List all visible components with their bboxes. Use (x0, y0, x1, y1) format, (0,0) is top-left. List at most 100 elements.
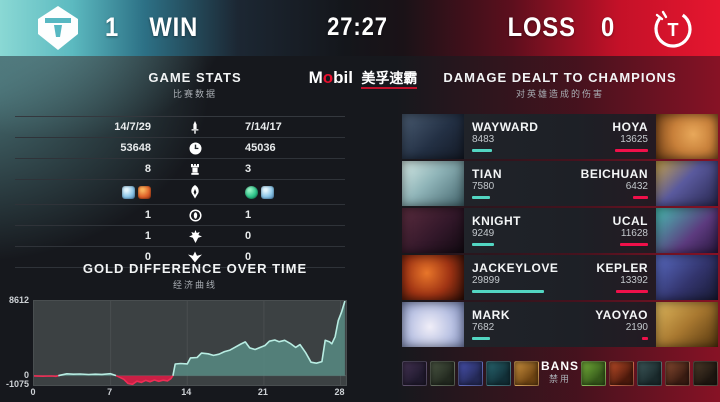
damage-value: 9249 (472, 228, 495, 239)
cloud-dragon-icon (122, 185, 135, 199)
x-axis-tick: 21 (257, 387, 268, 397)
player-name: MARK (472, 308, 510, 322)
champion-portrait (656, 161, 718, 206)
left-turrets: 8 (144, 163, 151, 175)
right-team-logo-icon: T (650, 5, 696, 56)
damage-row-jungle: TIAN 7580 BEICHUAN 6432 (402, 161, 718, 206)
left-elders: 0 (144, 251, 151, 263)
right-team-result: LOSS (507, 12, 576, 42)
banned-champion-icon (514, 360, 539, 386)
banned-champion-icon (402, 360, 427, 386)
left-team-bans (402, 360, 539, 386)
damage-bar-red (642, 337, 648, 340)
damage-bar-blue (472, 290, 544, 293)
bans-section: BANS 禁用 (402, 350, 718, 396)
chart-plot-area (33, 300, 347, 386)
stat-row-kda: 14/7/29 7/14/17 (15, 117, 345, 138)
right-barons: 0 (245, 230, 252, 242)
damage-bar-red (620, 243, 648, 246)
champion-portrait (656, 208, 718, 253)
damage-value: 6432 (625, 181, 648, 192)
damage-bar-blue (472, 149, 493, 152)
game-stats-subtitle: 比赛数据 (172, 89, 217, 99)
stat-row-barons: 1 0 (15, 226, 345, 247)
gold-difference-chart: 8612 0 -1075 0 7 14 21 28 (0, 294, 356, 400)
banned-champion-icon (458, 360, 483, 386)
damage-row-top: WAYWARD 8483 HOYA 13625 (402, 114, 718, 159)
y-axis-tick: 8612 (8, 295, 29, 305)
game-timer: 27:27 (327, 13, 388, 41)
right-team-score: 0 (600, 12, 616, 42)
gold-icon (155, 142, 235, 155)
banned-champion-icon (608, 360, 634, 386)
left-heralds: 1 (144, 209, 151, 221)
x-axis-tick: 7 (107, 387, 113, 397)
player-name: YAOYAO (595, 308, 648, 322)
infernal-dragon-icon (138, 185, 151, 199)
banned-champion-icon (486, 360, 511, 386)
mobil-sponsor-logo: Mobil 美孚速霸 (308, 68, 418, 89)
player-name: BEICHUAN (580, 167, 648, 181)
damage-row-support: MARK 7682 YAOYAO 2190 (402, 302, 718, 347)
left-kda: 14/7/29 (114, 121, 151, 133)
bans-subtitle: 禁用 (548, 374, 571, 384)
damage-panel-title: DAMAGE DEALT TO CHAMPIONS (443, 70, 677, 85)
left-team-logo-icon (36, 5, 80, 56)
player-name: KEPLER (596, 261, 648, 275)
bans-title: BANS (540, 359, 579, 373)
x-axis-tick: 0 (30, 387, 36, 397)
stat-row-gold: 53648 45036 (15, 138, 345, 159)
player-name: UCAL (612, 214, 648, 228)
champion-portrait (402, 114, 464, 159)
game-stats-table: 14/7/29 7/14/17 53648 45036 8 3 (15, 116, 345, 268)
damage-value: 29899 (472, 275, 500, 286)
right-team-bans (580, 360, 718, 386)
damage-row-bot: JACKEYLOVE 29899 KEPLER 13392 (402, 255, 718, 300)
scoreboard-header: 1 WIN 27:27 LOSS 0 T (0, 0, 720, 56)
damage-value: 7682 (472, 322, 495, 333)
dragon-icon (155, 185, 235, 199)
gold-chart-subtitle: 经济曲线 (172, 280, 217, 290)
rift-herald-icon (155, 208, 235, 222)
stat-row-heralds: 1 1 (15, 205, 345, 226)
y-axis-tick: -1075 (5, 379, 29, 389)
damage-value: 13625 (620, 134, 648, 145)
banned-champion-icon (692, 360, 718, 386)
right-gold: 45036 (245, 142, 276, 154)
player-name: JACKEYLOVE (472, 261, 559, 275)
player-name: HOYA (612, 120, 648, 134)
right-team-logo-letter: T (668, 20, 679, 40)
right-turrets: 3 (245, 163, 252, 175)
player-name: WAYWARD (472, 120, 539, 134)
left-dragon-chips (15, 185, 155, 199)
damage-bar-blue (472, 196, 491, 199)
gold-chart-title: GOLD DIFFERENCE OVER TIME (82, 261, 308, 276)
x-axis-tick: 14 (181, 387, 192, 397)
champion-portrait (656, 255, 718, 300)
bans-label: BANS 禁用 (541, 360, 579, 386)
damage-bar-red (632, 196, 648, 199)
cloud-dragon-icon (261, 185, 274, 199)
right-elders: 0 (245, 251, 252, 263)
banned-champion-icon (636, 360, 662, 386)
damage-rows: WAYWARD 8483 HOYA 13625 TIAN 7580 BEICHU… (402, 114, 718, 349)
kda-sword-icon (155, 120, 235, 134)
champion-portrait (656, 114, 718, 159)
damage-bar-red (615, 290, 648, 293)
turret-icon (155, 163, 235, 176)
left-team-result: WIN (149, 12, 199, 42)
stat-row-dragons (15, 180, 345, 205)
damage-value: 7580 (472, 181, 495, 192)
damage-value: 2190 (625, 322, 648, 333)
elder-dragon-icon (155, 251, 235, 263)
stat-row-elders: 0 0 (15, 247, 345, 268)
champion-portrait (402, 208, 464, 253)
damage-bar-red (615, 149, 648, 152)
left-gold: 53648 (120, 142, 151, 154)
damage-bar-blue (472, 243, 495, 246)
right-heralds: 1 (245, 209, 252, 221)
champion-portrait (402, 302, 464, 347)
game-stats-title: GAME STATS (148, 70, 242, 85)
banned-champion-icon (430, 360, 455, 386)
